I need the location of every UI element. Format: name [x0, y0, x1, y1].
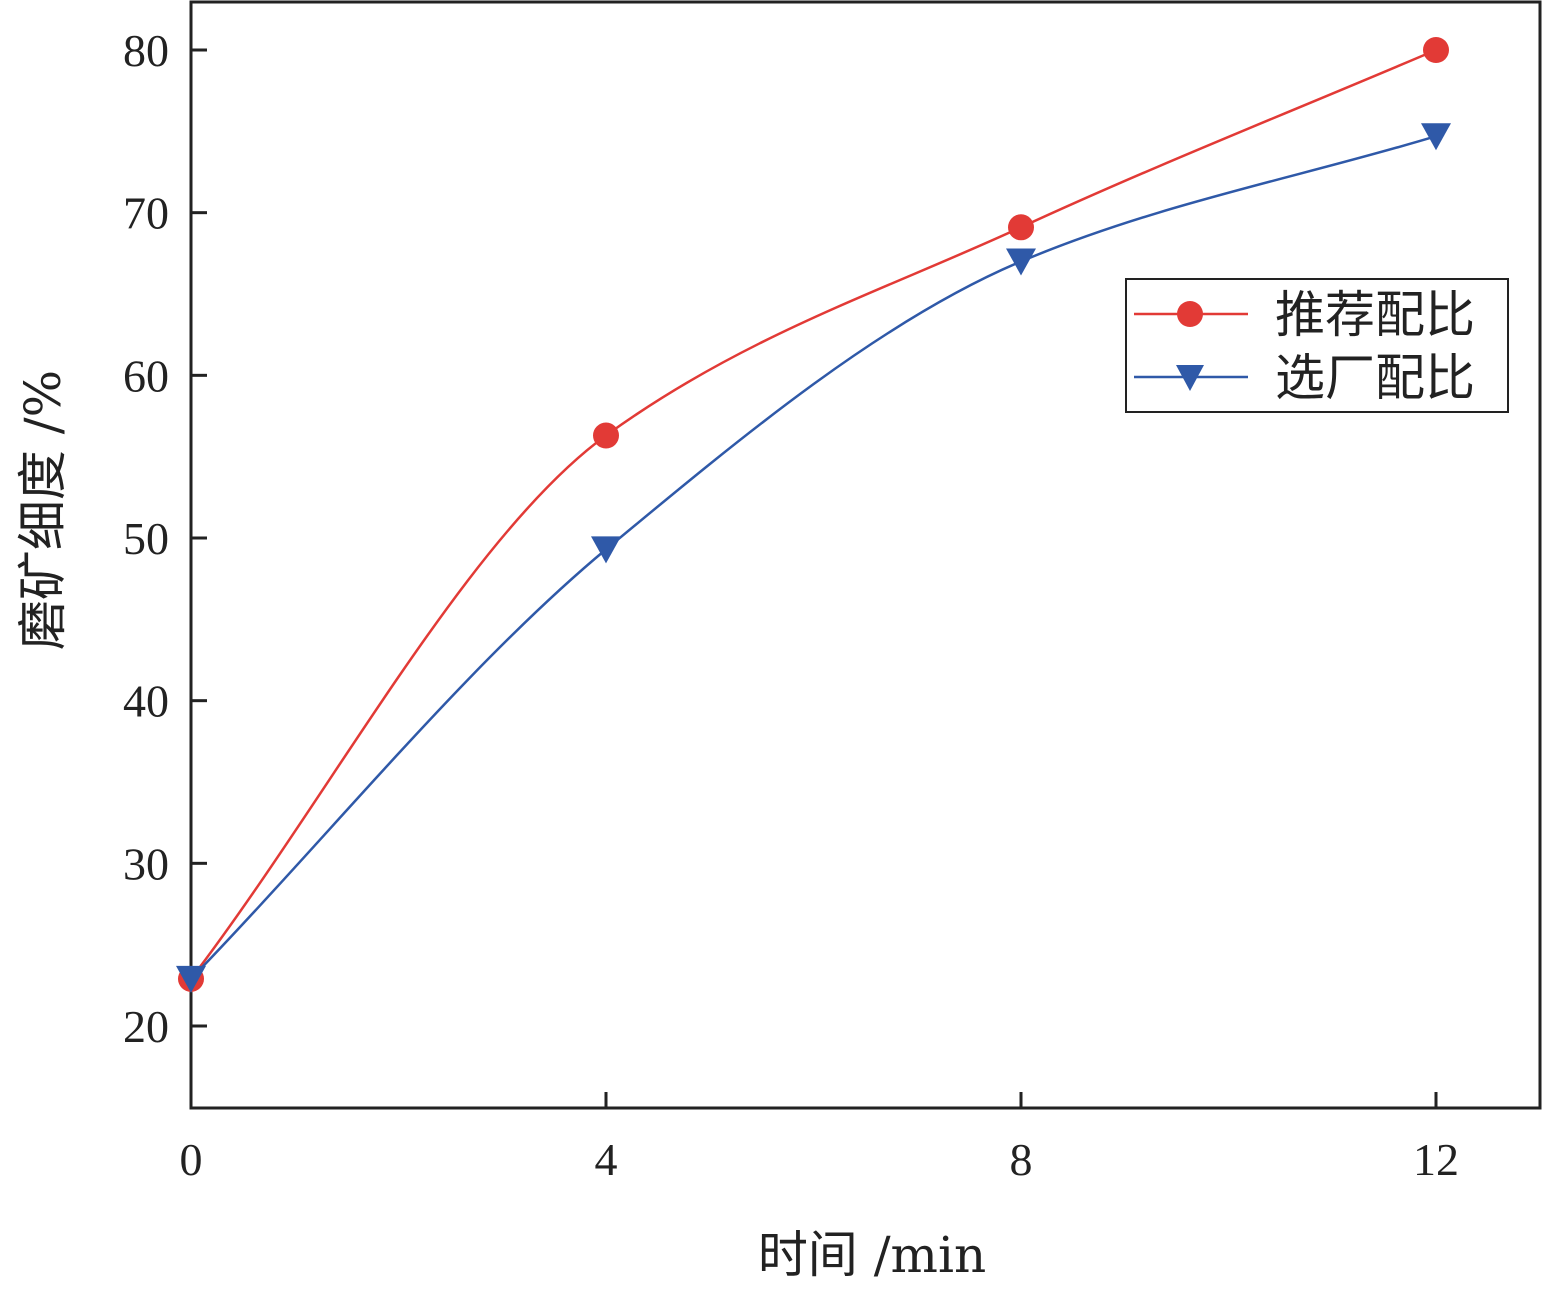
y-tick-label-80: 80	[123, 25, 169, 76]
y-axis-ticks: 20 30 40 50 60 70 80	[123, 25, 207, 1052]
data-point-series-1-x4	[593, 422, 619, 449]
y-tick-label-50: 50	[123, 513, 169, 564]
x-tick-label-12: 12	[1413, 1134, 1459, 1185]
data-point-series-2-x8	[1006, 248, 1036, 276]
x-axis-ticks: 0 4 8 12	[180, 1092, 1459, 1185]
x-axis-title: 时间 /min	[758, 1226, 986, 1284]
legend: 推荐配比 选厂配比	[1125, 278, 1509, 413]
x-tick-label-0: 0	[180, 1134, 203, 1185]
plot-frame	[189, 0, 1542, 1110]
y-axis-title: 磨矿细度 /%	[14, 370, 72, 650]
data-point-series-1-x12	[1423, 37, 1449, 63]
legend-label-series-2: 选厂配比	[1275, 349, 1475, 407]
x-tick-label-8: 8	[1010, 1134, 1033, 1185]
legend-marker-series-2	[1176, 365, 1204, 391]
data-point-series-2-x4	[591, 536, 621, 564]
series-layer	[176, 37, 1451, 993]
x-tick-label-4: 4	[595, 1134, 618, 1185]
y-tick-label-20: 20	[123, 1001, 169, 1052]
data-point-series-2-x12	[1421, 123, 1451, 151]
series-line-2	[190, 135, 1437, 980]
legend-marker-series-1	[1177, 301, 1203, 327]
y-tick-label-40: 40	[123, 676, 169, 727]
series-line-1	[190, 48, 1437, 980]
legend-label-series-1: 推荐配比	[1275, 286, 1475, 344]
data-point-series-1-x8	[1008, 214, 1034, 241]
data-point-series-2-x0	[176, 965, 206, 993]
y-tick-label-30: 30	[123, 838, 169, 889]
y-tick-label-60: 60	[123, 350, 169, 401]
y-tick-label-70: 70	[123, 188, 169, 239]
